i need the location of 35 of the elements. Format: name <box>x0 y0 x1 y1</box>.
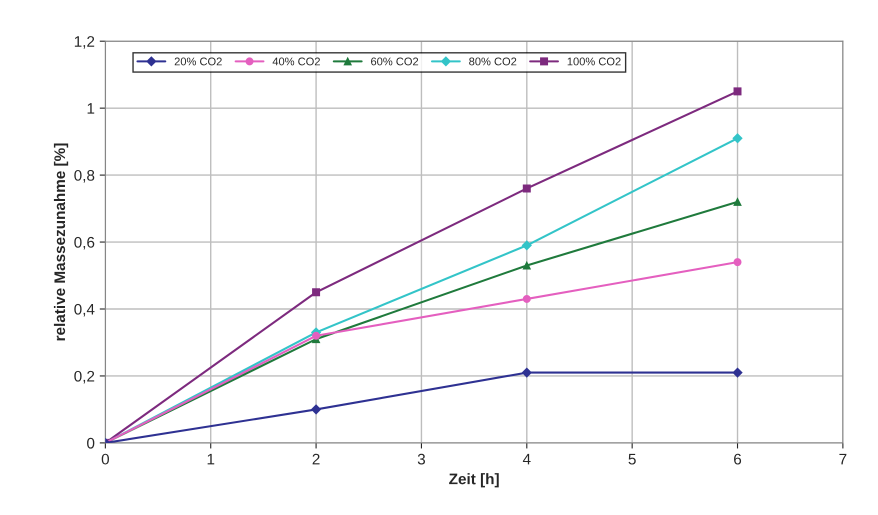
point <box>522 368 532 378</box>
legend-label: 20% CO2 <box>174 58 222 66</box>
x-tick-label: 4 <box>522 454 531 464</box>
point <box>732 368 742 378</box>
point <box>734 87 742 96</box>
y-tick-label: 0,2 <box>74 370 94 384</box>
x-tick-label: 3 <box>418 454 426 465</box>
point <box>312 288 320 296</box>
point <box>312 332 320 340</box>
x-tick-label: 0 <box>102 454 110 465</box>
point <box>732 133 742 144</box>
y-tick-label: 1 <box>88 103 94 114</box>
y-tick-label: 0,6 <box>74 236 94 250</box>
x-tick-label: 7 <box>839 454 846 464</box>
point <box>522 184 531 192</box>
legend-label: 80% CO2 <box>469 58 516 66</box>
y-tick-label: 0,4 <box>74 304 94 316</box>
y-tick-label: 0,8 <box>74 170 94 183</box>
x-tick-label: 5 <box>628 454 636 465</box>
x-tick-label: 2 <box>312 454 320 464</box>
legend-label: 40% CO2 <box>272 58 320 66</box>
point <box>522 294 531 303</box>
point <box>311 404 322 414</box>
x-tick-label: 1 <box>208 454 214 464</box>
legend-label: 60% CO2 <box>371 58 418 66</box>
point <box>734 198 742 206</box>
y-tick-label: 0 <box>87 438 94 449</box>
y-axis-title: relative Massezunahme [%] <box>54 144 68 340</box>
legend-label: 100% CO2 <box>568 58 621 66</box>
point <box>522 261 531 270</box>
y-tick-label: 1,2 <box>74 36 94 49</box>
point <box>522 240 532 250</box>
x-tick-label: 6 <box>734 454 742 465</box>
x-axis-title: Zeit [h] <box>449 473 499 488</box>
point <box>734 258 742 266</box>
